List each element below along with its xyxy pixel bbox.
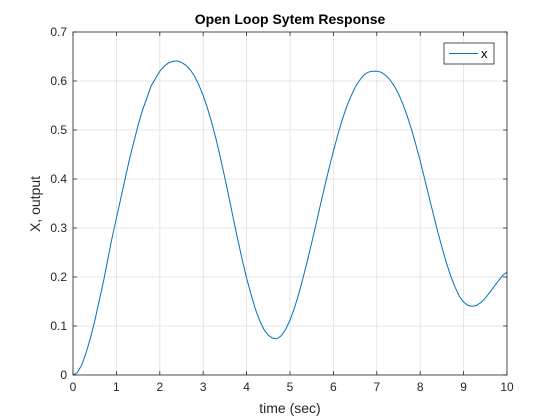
- y-tick-label: 0.7: [50, 25, 67, 39]
- x-tick-label: 2: [156, 380, 163, 394]
- y-tick-label: 0.6: [50, 74, 67, 88]
- x-tick-label: 3: [200, 380, 207, 394]
- x-tick-labels: 0 1 2 3 4 5 6 7 8 9 10: [70, 380, 514, 394]
- y-tick-label: 0.2: [50, 270, 67, 284]
- y-tick-label: 0.5: [50, 123, 67, 137]
- x-tick-label: 7: [373, 380, 380, 394]
- y-tick-label: 0.3: [50, 221, 67, 235]
- series-line-x: [72, 60, 508, 376]
- x-tick-label: 5: [287, 380, 294, 394]
- chart-title: Open Loop Sytem Response: [195, 11, 386, 27]
- x-tick-label: 1: [113, 380, 120, 394]
- x-tick-label: 4: [243, 380, 250, 394]
- x-axis-label: time (sec): [259, 400, 320, 416]
- y-tick-labels: 0 0.1 0.2 0.3 0.4 0.5 0.6 0.7: [50, 25, 67, 382]
- y-tick-label: 0: [60, 368, 67, 382]
- y-axis-label: X, output: [27, 176, 43, 232]
- legend: x: [443, 42, 495, 65]
- x-tick-label: 9: [460, 380, 467, 394]
- axis-ticks: [72, 31, 508, 376]
- legend-entry-x: x: [481, 46, 488, 61]
- y-tick-label: 0.4: [50, 172, 67, 186]
- x-tick-label: 6: [330, 380, 337, 394]
- x-tick-label: 8: [417, 380, 424, 394]
- x-tick-label: 0: [70, 380, 77, 394]
- x-tick-label: 10: [500, 380, 514, 394]
- y-tick-label: 0.1: [50, 319, 67, 333]
